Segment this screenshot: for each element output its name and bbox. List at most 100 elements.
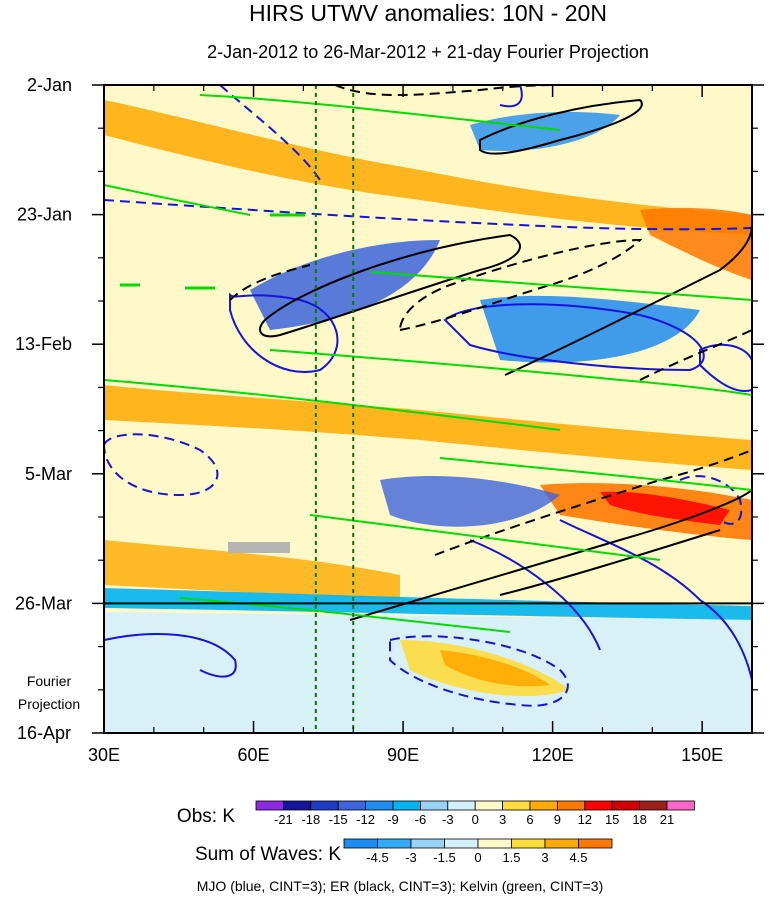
colorbar-level-label: -3 xyxy=(405,850,417,865)
er-contour-2 xyxy=(479,98,643,155)
colorbar-box xyxy=(611,800,641,811)
mjo-contour-4 xyxy=(104,433,219,497)
shade-hot-2 xyxy=(600,491,730,525)
colorbar-box xyxy=(377,838,412,849)
er-contour-3 xyxy=(229,264,311,301)
colorbar-box xyxy=(529,800,558,811)
x-tick-label: 90E xyxy=(387,745,419,765)
shade-dry-1 xyxy=(250,240,440,330)
mjo-contour-7 xyxy=(499,85,523,108)
wave-legend-text: MJO (blue, CINT=3); ER (black, CINT=3); … xyxy=(197,878,604,894)
er-contour-9 xyxy=(499,529,721,596)
x-tick-label: 150E xyxy=(681,745,723,765)
wave-contours xyxy=(104,85,752,707)
colorbar-level-label: -3 xyxy=(442,812,454,827)
colorbar-level-label: 15 xyxy=(605,812,619,827)
er-contour-8 xyxy=(349,489,752,621)
colorbar-level-label: -15 xyxy=(329,812,348,827)
colorbar-box xyxy=(511,838,546,849)
colorbar-level-label: 6 xyxy=(526,812,533,827)
colorbar-level-label: -4.5 xyxy=(366,850,388,865)
shade-dry-4 xyxy=(380,475,560,527)
er-contour-1 xyxy=(259,233,521,338)
obs-colorbar: -21 -18 -15 -12 -9 -6 -3 0 3 6 9 12 15 18 21 xyxy=(255,800,695,827)
chart-subtitle: 2-Jan-2012 to 26-Mar-2012 + 21-day Fouri… xyxy=(207,42,649,62)
shade-wet-band-1 xyxy=(104,100,752,235)
colorbar-box xyxy=(365,800,394,811)
colorbar-level-label: 3 xyxy=(541,850,548,865)
mjo-contour-9 xyxy=(104,633,237,678)
colorbar-level-label: -12 xyxy=(356,812,375,827)
colorbar-box xyxy=(282,800,312,811)
colorbar-box xyxy=(639,800,668,811)
x-tick-label: 30E xyxy=(88,745,120,765)
colorbar-level-label: -6 xyxy=(415,812,427,827)
colorbar-box xyxy=(419,800,449,811)
mjo-contour-10 xyxy=(469,539,601,651)
reference-longitude-lines xyxy=(314,85,355,733)
projection-label-line-1: Fourier xyxy=(27,673,72,689)
mjo-contour-2 xyxy=(443,303,705,372)
colorbar-box xyxy=(392,800,421,811)
kelvin-contour-10 xyxy=(120,283,215,290)
colorbar-box xyxy=(584,800,613,811)
obs-colorbar-label: Obs: K xyxy=(177,806,235,827)
mjo-contour-11 xyxy=(559,519,752,681)
colorbar-box xyxy=(255,800,284,811)
colorbar-level-label: 21 xyxy=(660,812,674,827)
colorbar-level-label: 3 xyxy=(499,812,506,827)
shade-dry-2 xyxy=(480,295,700,363)
colorbar-level-label: 1.5 xyxy=(502,850,520,865)
kelvin-contour-2 xyxy=(104,184,251,216)
y-tick-label: 5-Mar xyxy=(25,464,72,484)
colorbar-box xyxy=(337,800,367,811)
kelvin-contour-1 xyxy=(199,94,561,131)
shade-hot-3 xyxy=(640,207,752,280)
x-tick-label: 120E xyxy=(532,745,574,765)
colorbar-level-label: 12 xyxy=(578,812,592,827)
plot-area xyxy=(104,85,752,733)
waves-colorbar: -4.5 -3 -1.5 0 1.5 3 4.5 xyxy=(343,838,613,865)
er-contour-7 xyxy=(334,85,561,96)
colorbar-box xyxy=(410,838,445,849)
y-tick-label: 2-Jan xyxy=(27,75,72,95)
y-tick-label: 13-Feb xyxy=(15,334,72,354)
colorbar-box xyxy=(477,838,512,849)
colorbar-level-label: -18 xyxy=(301,812,320,827)
colorbar-box xyxy=(343,838,378,849)
y-tick-label: 26-Mar xyxy=(15,593,72,613)
colorbar-level-label: -21 xyxy=(274,812,293,827)
colorbar-box xyxy=(557,800,586,811)
plot-frame xyxy=(103,84,753,734)
colorbar-box xyxy=(447,800,476,811)
x-axis: 30E 60E 90E 120E 150E xyxy=(88,85,723,765)
colorbar-level-label: 0 xyxy=(474,850,481,865)
shade-projection-warm-core xyxy=(440,650,550,687)
colorbar-box xyxy=(578,838,613,849)
chart-title: HIRS UTWV anomalies: 10N - 20N xyxy=(249,0,607,26)
anomaly-shading xyxy=(104,100,752,733)
colorbar-level-label: 4.5 xyxy=(569,850,587,865)
colorbar-level-label: 0 xyxy=(472,812,479,827)
shade-wet-band-3 xyxy=(104,540,400,600)
mjo-contour-1 xyxy=(229,292,339,373)
colorbar-box xyxy=(474,800,504,811)
mjo-contour-5 xyxy=(104,199,752,231)
colorbar-box xyxy=(502,800,531,811)
er-contour-5 xyxy=(504,224,752,376)
shade-wet-band-2 xyxy=(104,385,752,470)
kelvin-contour-4 xyxy=(269,349,752,396)
er-contour-6 xyxy=(639,329,752,381)
y-tick-label: 23-Jan xyxy=(17,205,72,225)
waves-colorbar-label: Sum of Waves: K xyxy=(195,844,341,865)
mjo-contour-8 xyxy=(389,635,569,707)
colorbar-box xyxy=(666,800,695,811)
kelvin-contour-5 xyxy=(104,379,561,431)
projection-label-line-2: Projection xyxy=(18,696,80,712)
y-axis: 2-Jan 23-Jan 13-Feb 5-Mar 26-Mar 16-Apr xyxy=(15,75,764,743)
colorbar-level-label: -9 xyxy=(387,812,399,827)
kelvin-contour-6 xyxy=(439,457,752,491)
colorbar-box xyxy=(444,838,479,849)
colorbar-level-label: -1.5 xyxy=(433,850,455,865)
